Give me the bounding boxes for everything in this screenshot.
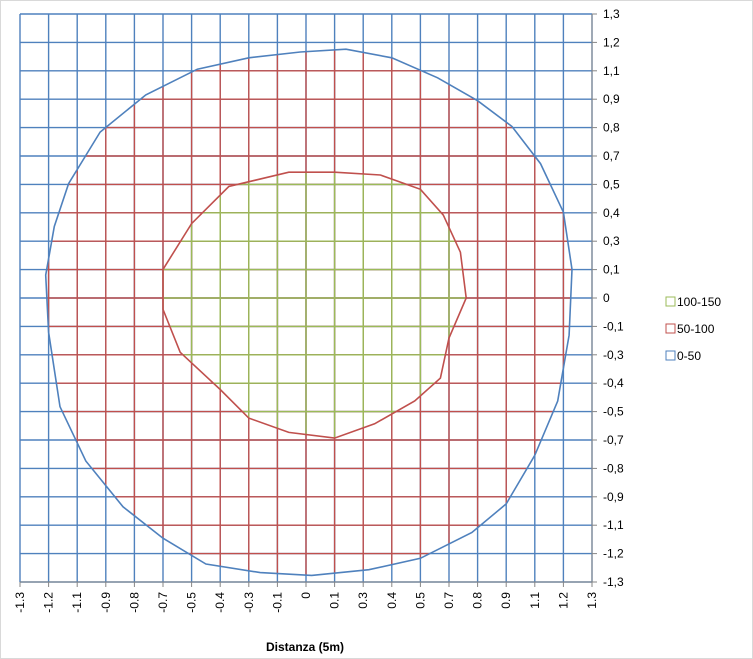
x-tick-label: 1.3 xyxy=(585,592,599,609)
axes-layer xyxy=(19,13,597,587)
x-tick-label: 0.3 xyxy=(356,592,370,609)
legend-swatch xyxy=(665,323,676,334)
y-tick-label: 0,4 xyxy=(603,206,620,220)
x-tick-label: -0.3 xyxy=(242,592,256,613)
x-tick-label: -0.8 xyxy=(127,592,141,613)
x-tick-label: 0.4 xyxy=(385,592,399,609)
y-tick-label: -0,4 xyxy=(603,376,624,390)
y-tick-label: 0,8 xyxy=(603,121,620,135)
x-tick-label: 0.5 xyxy=(413,592,427,609)
x-tick-label: -1.3 xyxy=(13,592,27,613)
x-tick-label: -1.2 xyxy=(42,592,56,613)
grid-layer xyxy=(19,13,593,583)
y-tick-label: -1,1 xyxy=(603,518,624,532)
legend-label: 100-150 xyxy=(677,295,721,309)
y-tick-label: -0,1 xyxy=(603,319,624,333)
y-tick-label: 0,7 xyxy=(603,149,620,163)
legend-item: 0-50 xyxy=(665,349,701,363)
y-tick-label: 0,1 xyxy=(603,263,620,277)
legend-swatch xyxy=(665,350,676,361)
y-tick-label: -0,3 xyxy=(603,348,624,362)
x-tick-label: 0 xyxy=(299,592,313,599)
x-tick-label: -0.4 xyxy=(213,592,227,613)
y-tick-label: -1,2 xyxy=(603,547,624,561)
x-axis-label: Distanza (5m) xyxy=(266,640,344,654)
x-tick-label: -0.1 xyxy=(270,592,284,613)
y-tick-label: -0,7 xyxy=(603,433,624,447)
y-tick-label: -0,9 xyxy=(603,490,624,504)
contour-line-100 xyxy=(162,171,468,439)
y-tick-label: 1,1 xyxy=(603,64,620,78)
y-tick-label: -1,3 xyxy=(603,575,624,589)
x-tick-label: 0.8 xyxy=(471,592,485,609)
x-tick-label: 0.1 xyxy=(328,592,342,609)
y-tick-label: 1,2 xyxy=(603,35,620,49)
y-tick-label: 1,3 xyxy=(603,7,620,21)
x-tick-label: 0.7 xyxy=(442,592,456,609)
y-tick-label: 0,3 xyxy=(603,234,620,248)
x-tick-label: 1.2 xyxy=(556,592,570,609)
x-tick-label: 1.1 xyxy=(528,592,542,609)
x-tick-label: 0.9 xyxy=(499,592,513,609)
y-tick-label: 0,9 xyxy=(603,92,620,106)
x-tick-label: -0.9 xyxy=(99,592,113,613)
y-tick-label: -0,8 xyxy=(603,461,624,475)
y-tick-label: 0,5 xyxy=(603,177,620,191)
y-tick-label: -0,5 xyxy=(603,405,624,419)
legend-label: 0-50 xyxy=(677,349,701,363)
x-tick-label: -1.1 xyxy=(70,592,84,613)
legend-swatch xyxy=(665,296,676,307)
legend-item: 50-100 xyxy=(665,322,715,336)
x-tick-labels: -1.3 -1.2 -1.1 -0.9 -0.8 -0.7 -0.5 -0.4 -0.3 -0.1… xyxy=(13,592,599,613)
contour-line-50 xyxy=(44,48,573,577)
x-tick-label: -0.5 xyxy=(185,592,199,613)
y-tick-labels: 1,3 1,2 1,1 0,9 0,8 0,7 0,5 0,4 0,3 0,1 0 -0,1 -0,3 -… xyxy=(603,7,624,589)
legend-item: 100-150 xyxy=(665,295,721,309)
y-tick-label: 0 xyxy=(603,291,610,305)
legend: 100-150 50-100 0-50 xyxy=(665,295,721,363)
grid-100-150 xyxy=(163,172,467,439)
legend-label: 50-100 xyxy=(677,322,715,336)
x-tick-label: -0.7 xyxy=(156,592,170,613)
grid-50-100 xyxy=(45,49,572,576)
